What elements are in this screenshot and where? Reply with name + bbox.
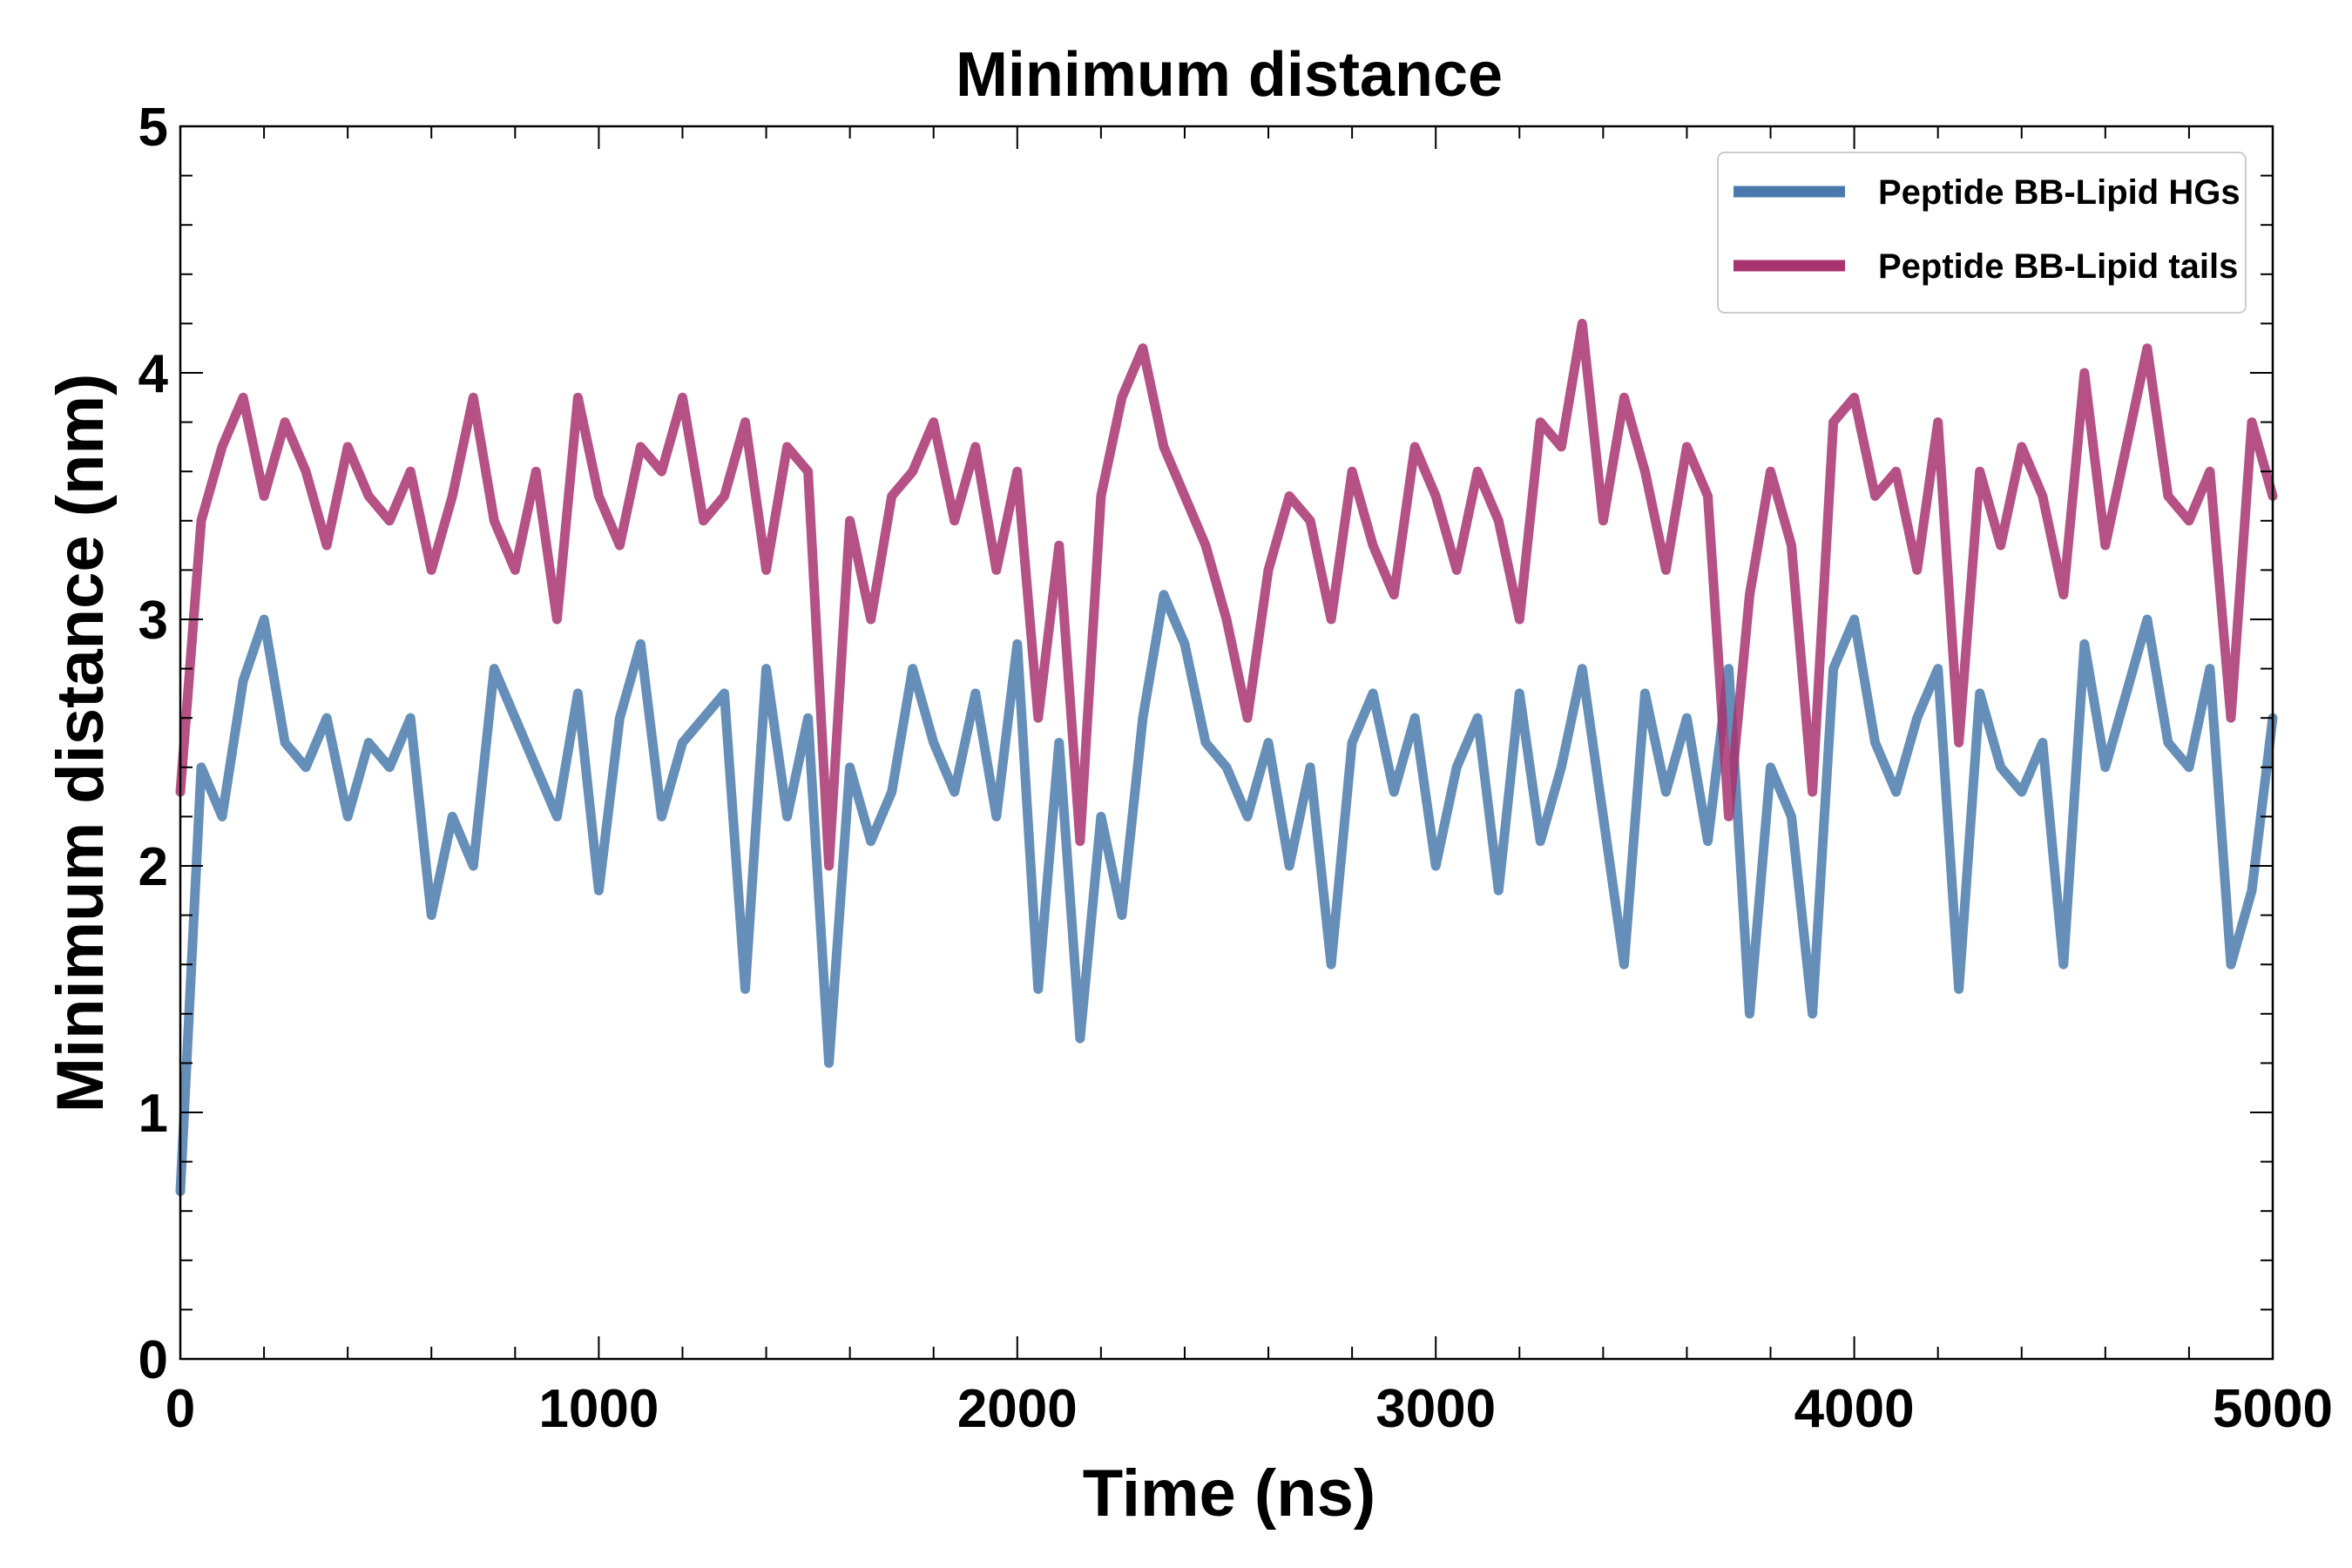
y-tick-label: 2 <box>139 837 168 897</box>
x-tick-label: 0 <box>166 1379 195 1439</box>
legend-label-0: Peptide BB-Lipid HGs <box>1878 173 2240 212</box>
x-axis-label: Time (ns) <box>1083 1456 1375 1531</box>
series-line-0 <box>175 590 2278 1197</box>
y-tick-label: 3 <box>139 591 168 651</box>
x-tick-label: 2000 <box>957 1379 1078 1439</box>
y-axis-label: Minimum distance (nm) <box>44 374 118 1113</box>
plot-area <box>175 318 2278 1197</box>
y-tick-label: 1 <box>139 1084 168 1144</box>
chart-title: Minimum distance <box>956 40 1503 110</box>
y-tick-label: 4 <box>139 344 169 404</box>
y-tick-label: 0 <box>139 1330 168 1390</box>
legend: Peptide BB-Lipid HGs Peptide BB-Lipid tai… <box>1717 152 2247 314</box>
x-tick-label: 1000 <box>538 1379 659 1439</box>
x-tick-label: 4000 <box>1794 1379 1915 1439</box>
legend-label-1: Peptide BB-Lipid tails <box>1878 247 2238 286</box>
legend-box <box>1717 152 2247 314</box>
x-tick-label: 3000 <box>1375 1379 1496 1439</box>
series-line-1 <box>175 318 2278 871</box>
x-tick-label: 5000 <box>2213 1379 2333 1439</box>
axis-ticks: 0 1000 2000 3000 4000 5000 0 1 2 3 4 5 <box>139 98 2333 1439</box>
plot-frame <box>179 125 2274 1361</box>
y-tick-label: 5 <box>139 98 168 158</box>
